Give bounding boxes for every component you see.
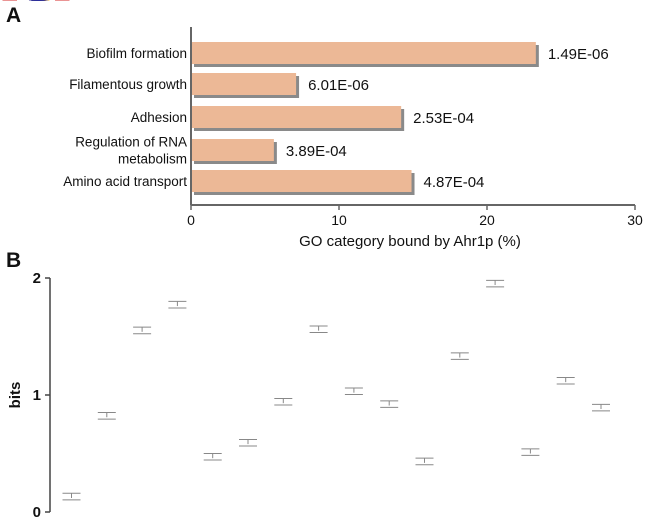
logo-y-tick-label: 2 <box>33 270 41 287</box>
bar-value-label: 6.01E-06 <box>308 77 369 94</box>
bar <box>191 139 274 161</box>
logo-letter-c: C <box>0 0 72 22</box>
logo-letter-g: G <box>0 0 78 22</box>
bar-value-label: 2.53E-04 <box>413 110 474 127</box>
logo-letter-g: G <box>0 0 78 22</box>
logo-letter-a: A <box>0 0 72 22</box>
x-tick-label: 20 <box>479 212 495 228</box>
logo-letter-a: A <box>0 0 72 22</box>
bar-value-label: 4.87E-04 <box>424 174 485 191</box>
logo-y-axis-title: bits <box>7 382 24 409</box>
bar <box>191 42 536 64</box>
panel-b-label: B <box>6 249 21 272</box>
logo-letter-a: A <box>0 0 72 22</box>
bar <box>191 73 297 95</box>
logo-letter-c: C <box>0 0 72 22</box>
logo-letter-c: C <box>0 0 72 22</box>
logo-letter-c: C <box>0 0 72 22</box>
logo-letter-a: A <box>0 0 72 22</box>
logo-letter-t: T <box>0 0 61 22</box>
x-tick-label: 0 <box>187 212 195 228</box>
go-enrichment-bar-chart: 1.49E-06 Biofilm formation 6.01E-06 Filamen… <box>63 27 643 250</box>
logo-letter-c: C <box>0 0 72 22</box>
logo-letter-t: T <box>0 0 61 22</box>
logo-letter-c: C <box>0 0 72 22</box>
sequence-logo-chart: 012bitsACTACTACCGCTGGCTATAGATTAAGCACGTTA… <box>0 0 610 521</box>
logo-letter-t: T <box>0 0 61 22</box>
logo-letter-c: C <box>0 0 72 22</box>
logo-letter-t: T <box>0 0 61 22</box>
logo-letter-t: T <box>0 0 61 22</box>
bar <box>191 170 412 192</box>
logo-letter-g: G <box>0 0 78 22</box>
category-label: metabolism <box>118 152 187 167</box>
logo-letter-t: T <box>0 0 61 22</box>
x-tick-label: 30 <box>627 212 643 228</box>
x-axis-title: GO category bound by Ahr1p (%) <box>299 233 521 250</box>
logo-letter-a: A <box>0 0 72 22</box>
category-label: Filamentous growth <box>69 77 187 92</box>
logo-letter-g: G <box>0 0 78 22</box>
logo-letter-t: T <box>0 0 61 22</box>
logo-letter-a: A <box>0 0 72 22</box>
bar <box>191 106 402 128</box>
logo-letter-t: T <box>0 0 61 22</box>
category-label: Regulation of RNA <box>75 135 187 150</box>
category-label: Biofilm formation <box>86 46 187 61</box>
logo-letter-t: T <box>0 0 61 22</box>
logo-letter-a: A <box>0 0 72 22</box>
logo-letter-c: C <box>0 0 72 22</box>
category-label: Adhesion <box>131 110 187 125</box>
logo-y-tick-label: 1 <box>33 387 41 404</box>
logo-letter-g: G <box>0 0 78 22</box>
bar-value-label: 3.89E-04 <box>286 143 347 160</box>
logo-letter-t: T <box>0 0 61 22</box>
logo-letter-g: G <box>0 0 78 22</box>
category-label: Amino acid transport <box>63 174 187 189</box>
logo-letter-t: T <box>0 0 61 22</box>
logo-letter-c: C <box>0 0 72 22</box>
logo-letter-a: A <box>0 0 72 22</box>
logo-letter-a: A <box>0 0 72 22</box>
logo-y-tick-label: 0 <box>33 504 41 521</box>
logo-letter-g: G <box>0 0 78 22</box>
logo-letter-c: C <box>0 0 72 22</box>
x-tick-label: 10 <box>331 212 347 228</box>
panel-a-label: A <box>6 4 21 27</box>
logo-letter-a: A <box>0 0 72 22</box>
logo-letter-a: A <box>0 0 72 22</box>
logo-letter-t: T <box>0 0 61 22</box>
bar-value-label: 1.49E-06 <box>548 46 609 63</box>
logo-letter-a: A <box>0 0 72 22</box>
